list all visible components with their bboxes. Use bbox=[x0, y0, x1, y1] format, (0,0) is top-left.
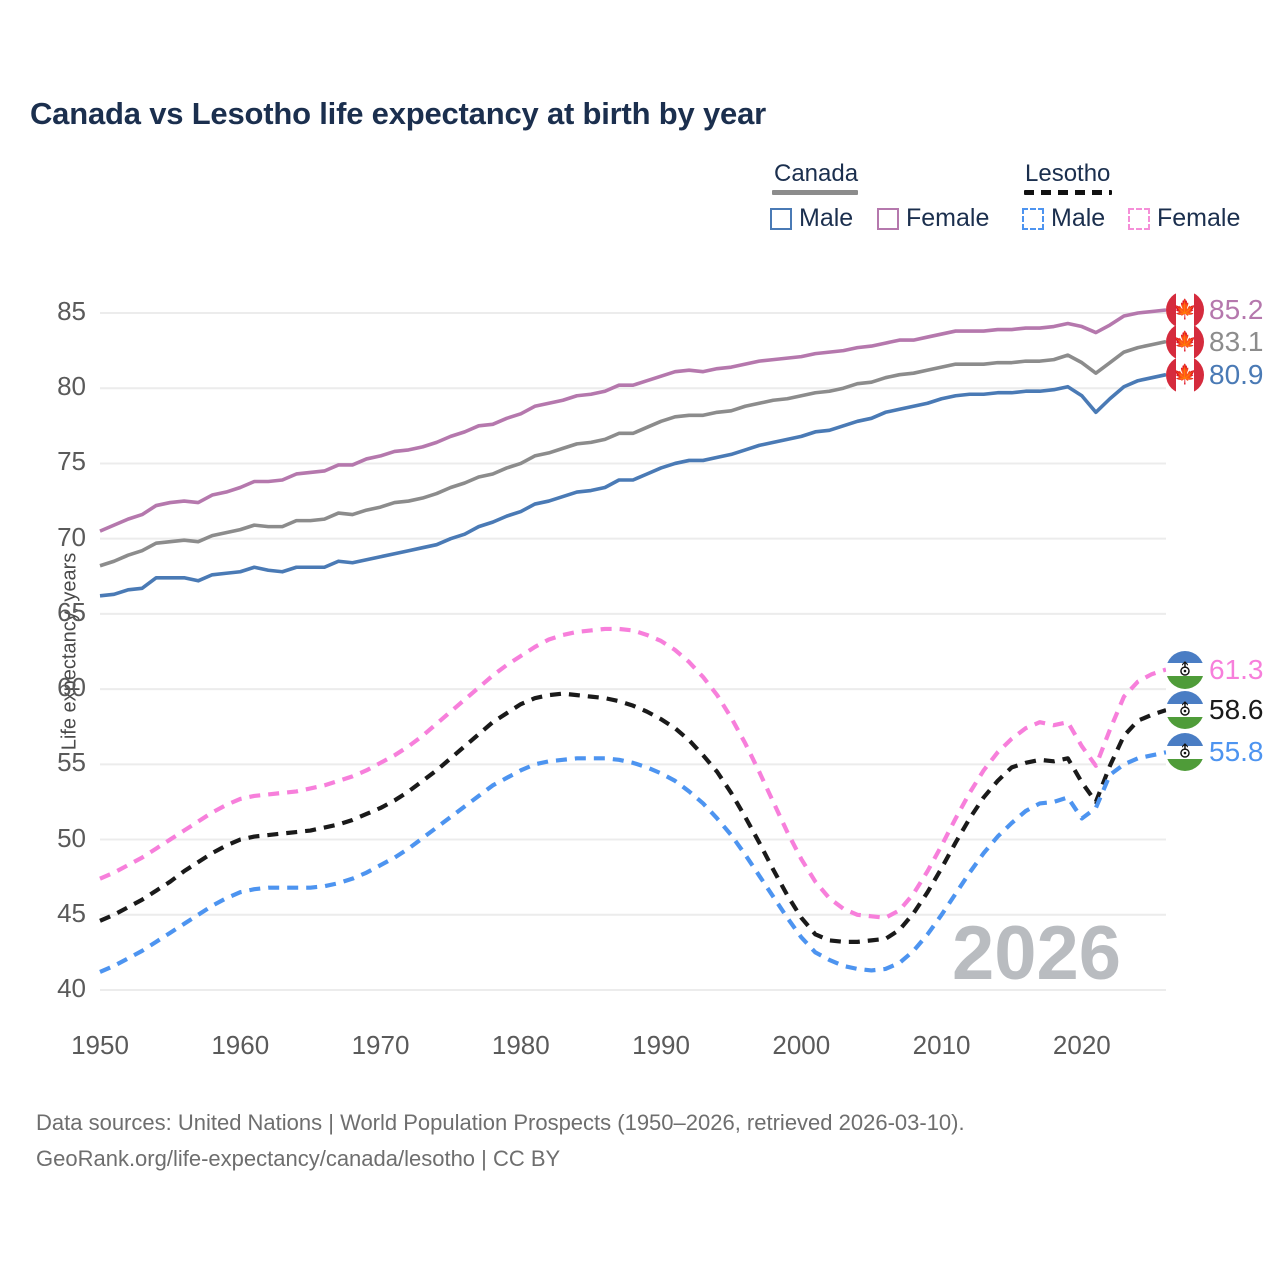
end-label-value: 85.2 bbox=[1209, 293, 1264, 325]
x-tick-label: 1990 bbox=[632, 1030, 690, 1060]
series-line bbox=[99, 750, 1167, 974]
footer-line-sources: Data sources: United Nations | World Pop… bbox=[36, 1110, 965, 1135]
end-label-value: 55.8 bbox=[1209, 736, 1264, 768]
footer-line-attribution: GeoRank.org/life-expectancy/canada/lesot… bbox=[36, 1146, 561, 1172]
y-tick-label: 75 bbox=[57, 446, 86, 477]
end-label-value: 61.3 bbox=[1209, 653, 1264, 685]
end-label-value: 83.1 bbox=[1209, 325, 1264, 357]
series-lines bbox=[99, 308, 1167, 974]
chart-legend: Canada Lesotho Male Female Male Female bbox=[760, 160, 1260, 242]
y-tick-label: 55 bbox=[57, 747, 86, 778]
page-title: Canada vs Lesotho life expectancy at bir… bbox=[30, 96, 766, 131]
x-tick-label: 1980 bbox=[491, 1030, 550, 1060]
end-label: ⛢ 58.6 bbox=[1166, 691, 1264, 730]
end-label: ⛢ 61.3 bbox=[1166, 650, 1264, 689]
footer: Data sources: United Nations | World Pop… bbox=[36, 1105, 1216, 1178]
end-label-value: 58.6 bbox=[1209, 694, 1264, 726]
watermark-year: 2026 bbox=[952, 911, 1122, 996]
legend-item-lesotho-male[interactable]: Male bbox=[1022, 204, 1105, 233]
legend-swatch-canada-female bbox=[877, 207, 899, 230]
legend-group-canada-rule bbox=[772, 190, 858, 195]
legend-item-canada-female[interactable]: Female bbox=[877, 204, 989, 233]
series-line bbox=[99, 339, 1167, 568]
legend-group-lesotho-label: Lesotho bbox=[1025, 160, 1111, 187]
y-tick-label: 85 bbox=[57, 296, 86, 326]
end-label-value: 80.9 bbox=[1209, 358, 1264, 390]
canada-flag-icon: 🍁 bbox=[1166, 355, 1204, 394]
x-tick-label: 1960 bbox=[211, 1030, 270, 1060]
legend-group-canada-label: Canada bbox=[774, 160, 859, 187]
lesotho-flag-icon: ⛢ bbox=[1166, 650, 1204, 689]
series-line bbox=[99, 308, 1167, 533]
x-tick-label: 2010 bbox=[912, 1030, 971, 1060]
x-tick-label: 1950 bbox=[71, 1030, 129, 1060]
legend-swatch-lesotho-male bbox=[1022, 207, 1044, 230]
end-label: 🍁 83.1 bbox=[1166, 322, 1264, 361]
y-tick-label: 65 bbox=[57, 596, 86, 627]
legend-swatch-lesotho-female bbox=[1128, 207, 1150, 230]
y-tick-label: 60 bbox=[57, 672, 86, 703]
end-label: 🍁 80.9 bbox=[1166, 355, 1264, 394]
series-line bbox=[99, 626, 1167, 920]
end-label: ⛢ 55.8 bbox=[1166, 733, 1264, 772]
legend-item-canada-male[interactable]: Male bbox=[770, 204, 853, 233]
series-line bbox=[99, 691, 1167, 944]
series-line bbox=[99, 372, 1167, 598]
legend-group-lesotho-rule bbox=[1024, 190, 1112, 195]
legend-label-lesotho-male: Male bbox=[1051, 204, 1106, 232]
y-tick-label: 80 bbox=[57, 371, 86, 402]
y-tick-label: 70 bbox=[57, 521, 86, 552]
canada-flag-icon: 🍁 bbox=[1166, 322, 1204, 361]
legend-item-lesotho-female[interactable]: Female bbox=[1128, 204, 1240, 233]
legend-swatch-canada-male bbox=[770, 207, 792, 230]
lesotho-flag-icon: ⛢ bbox=[1166, 733, 1204, 772]
legend-label-canada-male: Male bbox=[799, 204, 854, 232]
y-tick-label: 45 bbox=[57, 897, 86, 928]
x-tick-label: 1970 bbox=[351, 1030, 410, 1060]
y-tick-label: 50 bbox=[57, 822, 86, 853]
x-tick-label: 2000 bbox=[772, 1030, 831, 1060]
y-axis-title: Life expectancy, years bbox=[58, 552, 81, 751]
y-tick-label: 40 bbox=[57, 973, 86, 1003]
x-tick-label: 2020 bbox=[1052, 1030, 1111, 1060]
legend-label-canada-female: Female bbox=[906, 204, 990, 232]
legend-label-lesotho-female: Female bbox=[1157, 204, 1241, 232]
lesotho-flag-icon: ⛢ bbox=[1166, 691, 1204, 730]
